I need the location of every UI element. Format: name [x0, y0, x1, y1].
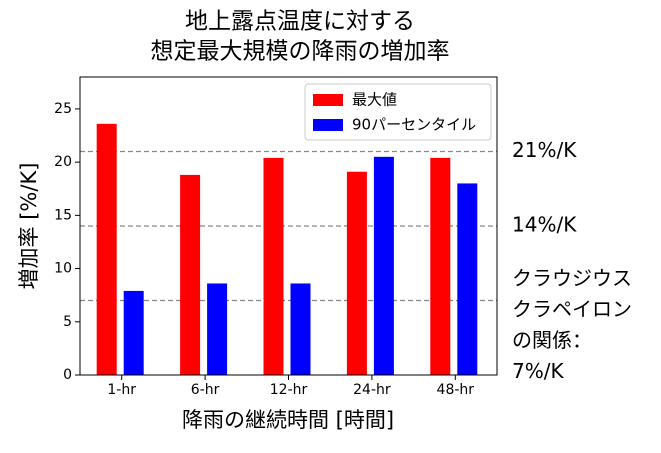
legend-swatch	[313, 119, 343, 131]
x-tick-label: 12-hr	[270, 382, 308, 398]
y-tick-label: 0	[63, 367, 72, 383]
bar	[180, 174, 201, 375]
x-tick-label: 1-hr	[107, 382, 136, 398]
bar	[207, 283, 228, 375]
bar	[373, 156, 394, 375]
x-tick-label: 24-hr	[353, 382, 391, 398]
reference-label: 14%/K	[512, 213, 577, 237]
legend-label: 90パーセンタイル	[352, 116, 476, 134]
legend-box	[304, 83, 492, 141]
bar	[123, 290, 144, 375]
x-axis-label: 降雨の継続時間 [時間]	[182, 408, 394, 432]
legend-label: 最大値	[352, 91, 397, 109]
bar	[263, 157, 284, 375]
x-tick-label: 48-hr	[437, 382, 475, 398]
bar	[290, 283, 311, 375]
y-tick-label: 10	[54, 261, 72, 277]
reference-label: の関係：	[512, 328, 592, 352]
x-tick-label: 6-hr	[191, 382, 220, 398]
bar	[430, 157, 451, 375]
reference-label: 21%/K	[512, 138, 577, 162]
reference-label: クラウジウス	[512, 266, 632, 290]
reference-label: クラペイロン	[512, 297, 632, 321]
bar	[457, 183, 478, 375]
y-axis-label: 増加率 [%/K]	[17, 163, 41, 290]
y-tick-label: 15	[54, 207, 72, 223]
y-tick-label: 5	[63, 314, 72, 330]
bar	[346, 171, 367, 375]
legend-swatch	[313, 94, 343, 106]
y-tick-label: 25	[54, 101, 72, 117]
reference-label: 7%/K	[512, 359, 564, 383]
chart-title: 想定最大規模の降雨の増加率	[151, 39, 450, 65]
chart-title: 地上露点温度に対する	[185, 9, 415, 35]
bar	[96, 123, 117, 375]
axes-frame	[79, 76, 498, 376]
y-tick-label: 20	[54, 154, 72, 170]
